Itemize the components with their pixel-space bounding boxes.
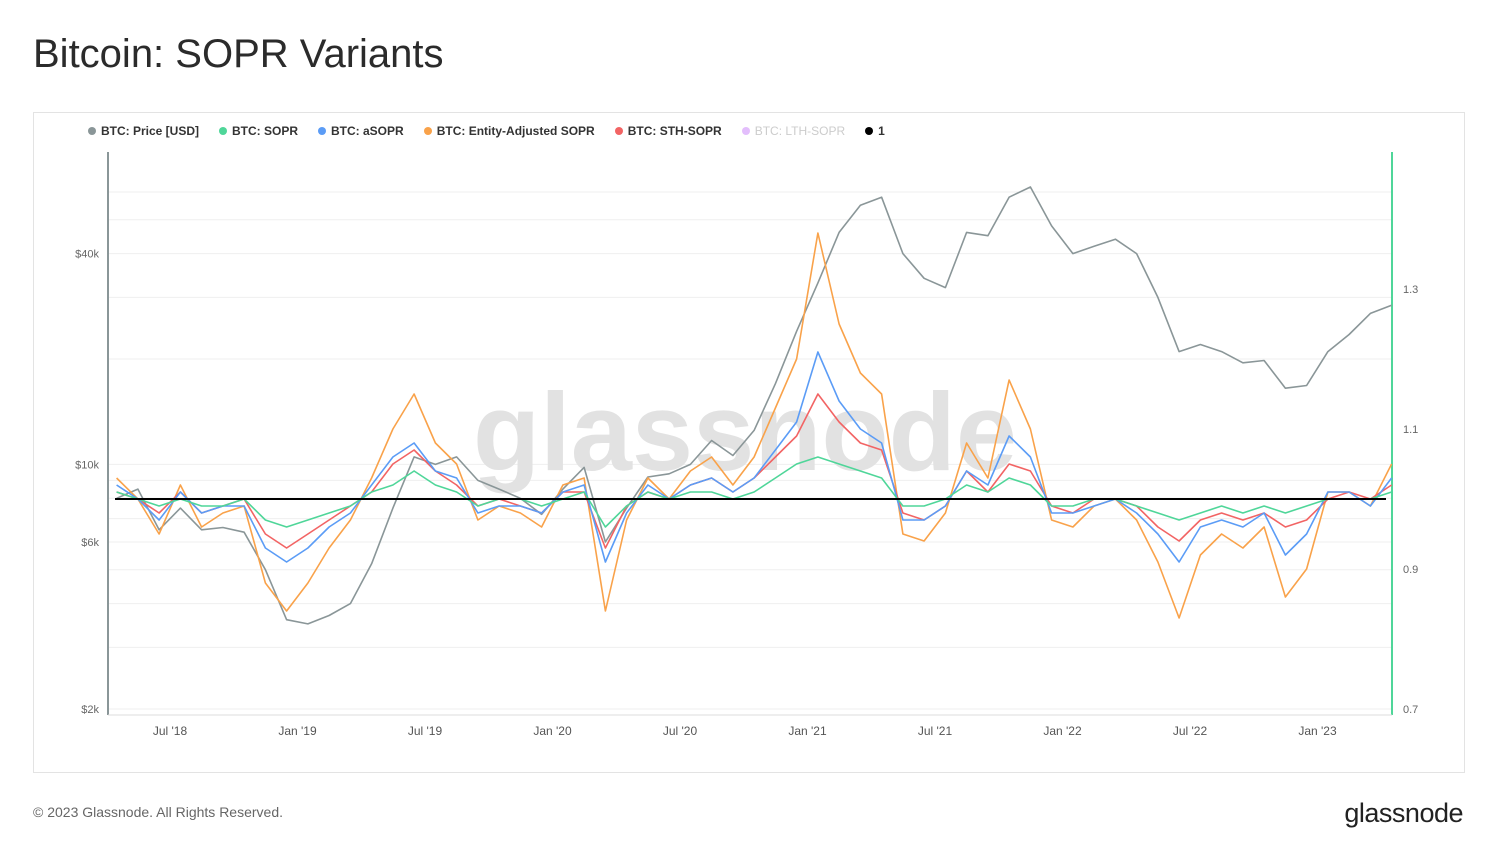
series-line-btc-entity-adjusted-sopr: [116, 232, 1393, 619]
legend-item-5[interactable]: BTC: LTH-SOPR: [741, 124, 846, 138]
legend-dot-icon: [741, 127, 750, 135]
y-right-tick-label: 0.7: [1403, 704, 1418, 716]
legend-label: BTC: STH-SOPR: [627, 124, 722, 138]
y-left-tick-label: $40k: [75, 249, 99, 261]
legend-item-0[interactable]: BTC: Price [USD]: [88, 124, 199, 138]
series-line-btc-sopr: [116, 456, 1392, 528]
page-title: Bitcoin: SOPR Variants: [33, 32, 444, 76]
x-tick-label: Jan '20: [533, 724, 572, 738]
legend-label: BTC: Price [USD]: [101, 124, 200, 138]
legend-dot-icon: [219, 127, 228, 135]
x-tick-label: Jan '23: [1298, 724, 1337, 738]
legend-item-1[interactable]: BTC: SOPR: [219, 124, 298, 138]
chart-container: [33, 112, 1465, 773]
x-tick-label: Jan '19: [278, 724, 317, 738]
copyright: © 2023 Glassnode. All Rights Reserved.: [33, 804, 284, 820]
legend-dot-icon: [614, 127, 623, 135]
y-left-tick-label: $2k: [81, 704, 99, 716]
legend-item-2[interactable]: BTC: aSOPR: [318, 124, 404, 138]
legend-dot-icon: [318, 127, 327, 135]
y-right-tick-label: 1.3: [1403, 284, 1418, 296]
x-tick-label: Jul '19: [408, 724, 443, 738]
legend-dot-icon: [865, 127, 874, 135]
watermark: glassnode: [473, 371, 1017, 494]
legend-item-6[interactable]: 1: [865, 124, 885, 138]
legend-label: 1: [878, 124, 885, 138]
y-left-tick-label: $10k: [75, 459, 99, 471]
legend-label: BTC: LTH-SOPR: [754, 124, 846, 138]
series-line-btc-price-usd-: [116, 186, 1392, 625]
legend-label: BTC: SOPR: [232, 124, 299, 138]
legend-label: BTC: Entity-Adjusted SOPR: [436, 124, 595, 138]
x-tick-label: Jul '20: [663, 724, 698, 738]
legend-dot-icon: [88, 127, 96, 135]
x-tick-label: Jul '21: [918, 724, 953, 738]
y-right-tick-label: 0.9: [1403, 564, 1418, 576]
x-tick-label: Jan '21: [788, 724, 827, 738]
series-line-btc-asopr: [116, 351, 1393, 563]
y-right-tick-label: 1.1: [1403, 424, 1418, 436]
x-tick-label: Jan '22: [1043, 724, 1082, 738]
glassnode-logo: glassnode: [1344, 798, 1463, 828]
x-tick-label: Jul '22: [1173, 724, 1208, 738]
x-tick-label: Jul '18: [153, 724, 188, 738]
legend-item-3[interactable]: BTC: Entity-Adjusted SOPR: [423, 124, 595, 138]
legend: BTC: Price [USD] BTC: SOPR BTC: aSOPR BTC: …: [88, 124, 885, 138]
legend-label: BTC: aSOPR: [331, 124, 404, 138]
y-left-tick-label: $6k: [81, 537, 99, 549]
legend-dot-icon: [423, 127, 432, 135]
legend-item-4[interactable]: BTC: STH-SOPR: [614, 124, 722, 138]
